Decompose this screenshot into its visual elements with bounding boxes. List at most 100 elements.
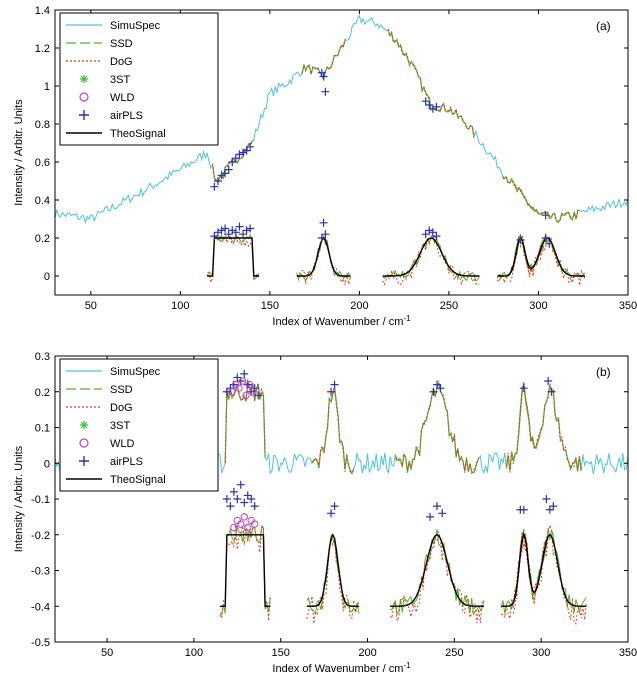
airpls-point <box>519 384 528 393</box>
legend-label-3st: 3ST <box>110 74 130 86</box>
series-dog-upper-2 <box>387 28 475 139</box>
airpls-point <box>519 505 528 514</box>
series-theosignal-2 <box>382 237 480 277</box>
airpls-point <box>222 387 231 396</box>
chart-panel-b: 50 100 150 200 250 300 350 -0.5 -0.4 -0.3 -0.2 -0.1… <box>13 351 637 675</box>
x-tick-label: 200 <box>350 300 368 312</box>
legend-label-wld: WLD <box>110 92 135 104</box>
y-tick-label: 0.2 <box>35 387 50 399</box>
airpls-point <box>229 487 238 496</box>
x-axis-label: Index of Wavenumber / cm-1 <box>272 661 411 675</box>
airpls-point <box>242 226 251 235</box>
x-axis-label-sup: -1 <box>403 661 411 670</box>
series-ssd-lower-0 <box>219 525 271 617</box>
airpls-point <box>224 230 233 239</box>
x-tick-label: 150 <box>272 647 290 659</box>
airpls-point <box>233 495 242 503</box>
panel-label: (a) <box>596 19 611 33</box>
legend-swatch-wld <box>79 438 89 448</box>
airpls-point <box>236 480 245 489</box>
airpls-point <box>433 502 441 511</box>
legend-swatch-airpls <box>79 456 89 466</box>
series-dog-upper-4 <box>514 186 581 222</box>
legend-label-simuspec: SimuSpec <box>110 366 161 378</box>
y-tick-label: 0.3 <box>35 351 50 363</box>
airpls-point <box>544 377 553 386</box>
series-ssd-lower-2 <box>382 235 480 282</box>
legend-label-wld: WLD <box>110 438 135 450</box>
airpls-point <box>541 234 550 242</box>
airpls-point <box>228 226 237 235</box>
airpls-point <box>425 101 434 109</box>
series-ssd-upper-2 <box>394 381 480 474</box>
airpls-point <box>426 512 435 521</box>
airpls-point <box>235 222 244 231</box>
airpls-point <box>217 171 226 180</box>
series-dog-upper-4 <box>518 381 582 470</box>
y-axis-label: Intensity / Arbitr. Units <box>13 445 25 552</box>
wld-point <box>228 388 236 396</box>
airpls-point <box>542 495 551 503</box>
airpls-point <box>226 502 235 511</box>
legend-label-airpls: airPLS <box>110 456 143 468</box>
legend-swatch-3st <box>80 421 88 429</box>
x-tick-label: 150 <box>261 300 279 312</box>
legend-label-theosignal: TheoSignal <box>110 128 166 140</box>
airpls-point <box>319 72 328 81</box>
airpls-point <box>235 150 244 159</box>
airpls-point <box>317 68 326 77</box>
legend-label-simuspec: SimuSpec <box>110 20 161 32</box>
y-tick-label: 0.6 <box>35 157 50 169</box>
airpls-point <box>247 495 256 503</box>
wld-point <box>235 384 243 392</box>
airpls-point <box>438 509 447 518</box>
airpls-point <box>327 387 336 396</box>
wld-point <box>245 380 254 389</box>
x-tick-label: 350 <box>619 300 637 312</box>
series-theosignal-1 <box>306 533 359 607</box>
y-tick-label: -0.3 <box>31 566 50 578</box>
airpls-point <box>242 146 251 155</box>
wld-point <box>233 516 242 525</box>
airpls-point <box>217 226 226 235</box>
wld-point <box>244 523 252 532</box>
legend-swatch-3st <box>80 75 88 83</box>
airpls-point <box>250 502 259 511</box>
series-theosignal-1 <box>296 236 351 277</box>
x-axis-label-sup: -1 <box>403 314 411 323</box>
series-ssd-lower-4 <box>513 527 587 614</box>
series-dog-upper-3 <box>506 383 542 473</box>
legend-label-theosignal: TheoSignal <box>110 474 166 486</box>
wld-point <box>238 377 247 385</box>
x-tick-label: 300 <box>529 300 547 312</box>
airpls-point <box>231 154 240 163</box>
series-theosignal-0 <box>220 534 271 607</box>
airpls-point <box>330 502 339 511</box>
airpls-point <box>240 369 249 378</box>
series-ssd-upper-2 <box>387 29 475 137</box>
legend-label-ssd: SSD <box>110 384 133 396</box>
airpls-point <box>330 380 339 389</box>
y-tick-label: 0.1 <box>35 423 50 435</box>
airpls-point <box>240 498 249 507</box>
airpls-point <box>541 211 550 220</box>
airpls-point <box>321 87 330 96</box>
series-dog-upper-1 <box>311 386 355 474</box>
x-tick-label: 250 <box>445 647 463 659</box>
airpls-point <box>239 148 248 157</box>
airpls-point <box>545 239 554 248</box>
airpls-point <box>213 228 222 237</box>
airpls-point <box>213 177 222 185</box>
x-tick-label: 100 <box>171 300 189 312</box>
y-tick-label: -0.2 <box>31 530 50 542</box>
airpls-point <box>428 104 437 113</box>
series-dog-upper-2 <box>394 380 480 475</box>
airpls-point <box>432 102 441 111</box>
airpls-point <box>436 384 445 393</box>
series-ssd-lower-2 <box>389 529 485 616</box>
series-ssd-lower-0 <box>207 233 260 280</box>
airpls-point <box>210 182 219 191</box>
series-dog-lower-1 <box>306 537 360 624</box>
airpls-point <box>222 495 231 503</box>
